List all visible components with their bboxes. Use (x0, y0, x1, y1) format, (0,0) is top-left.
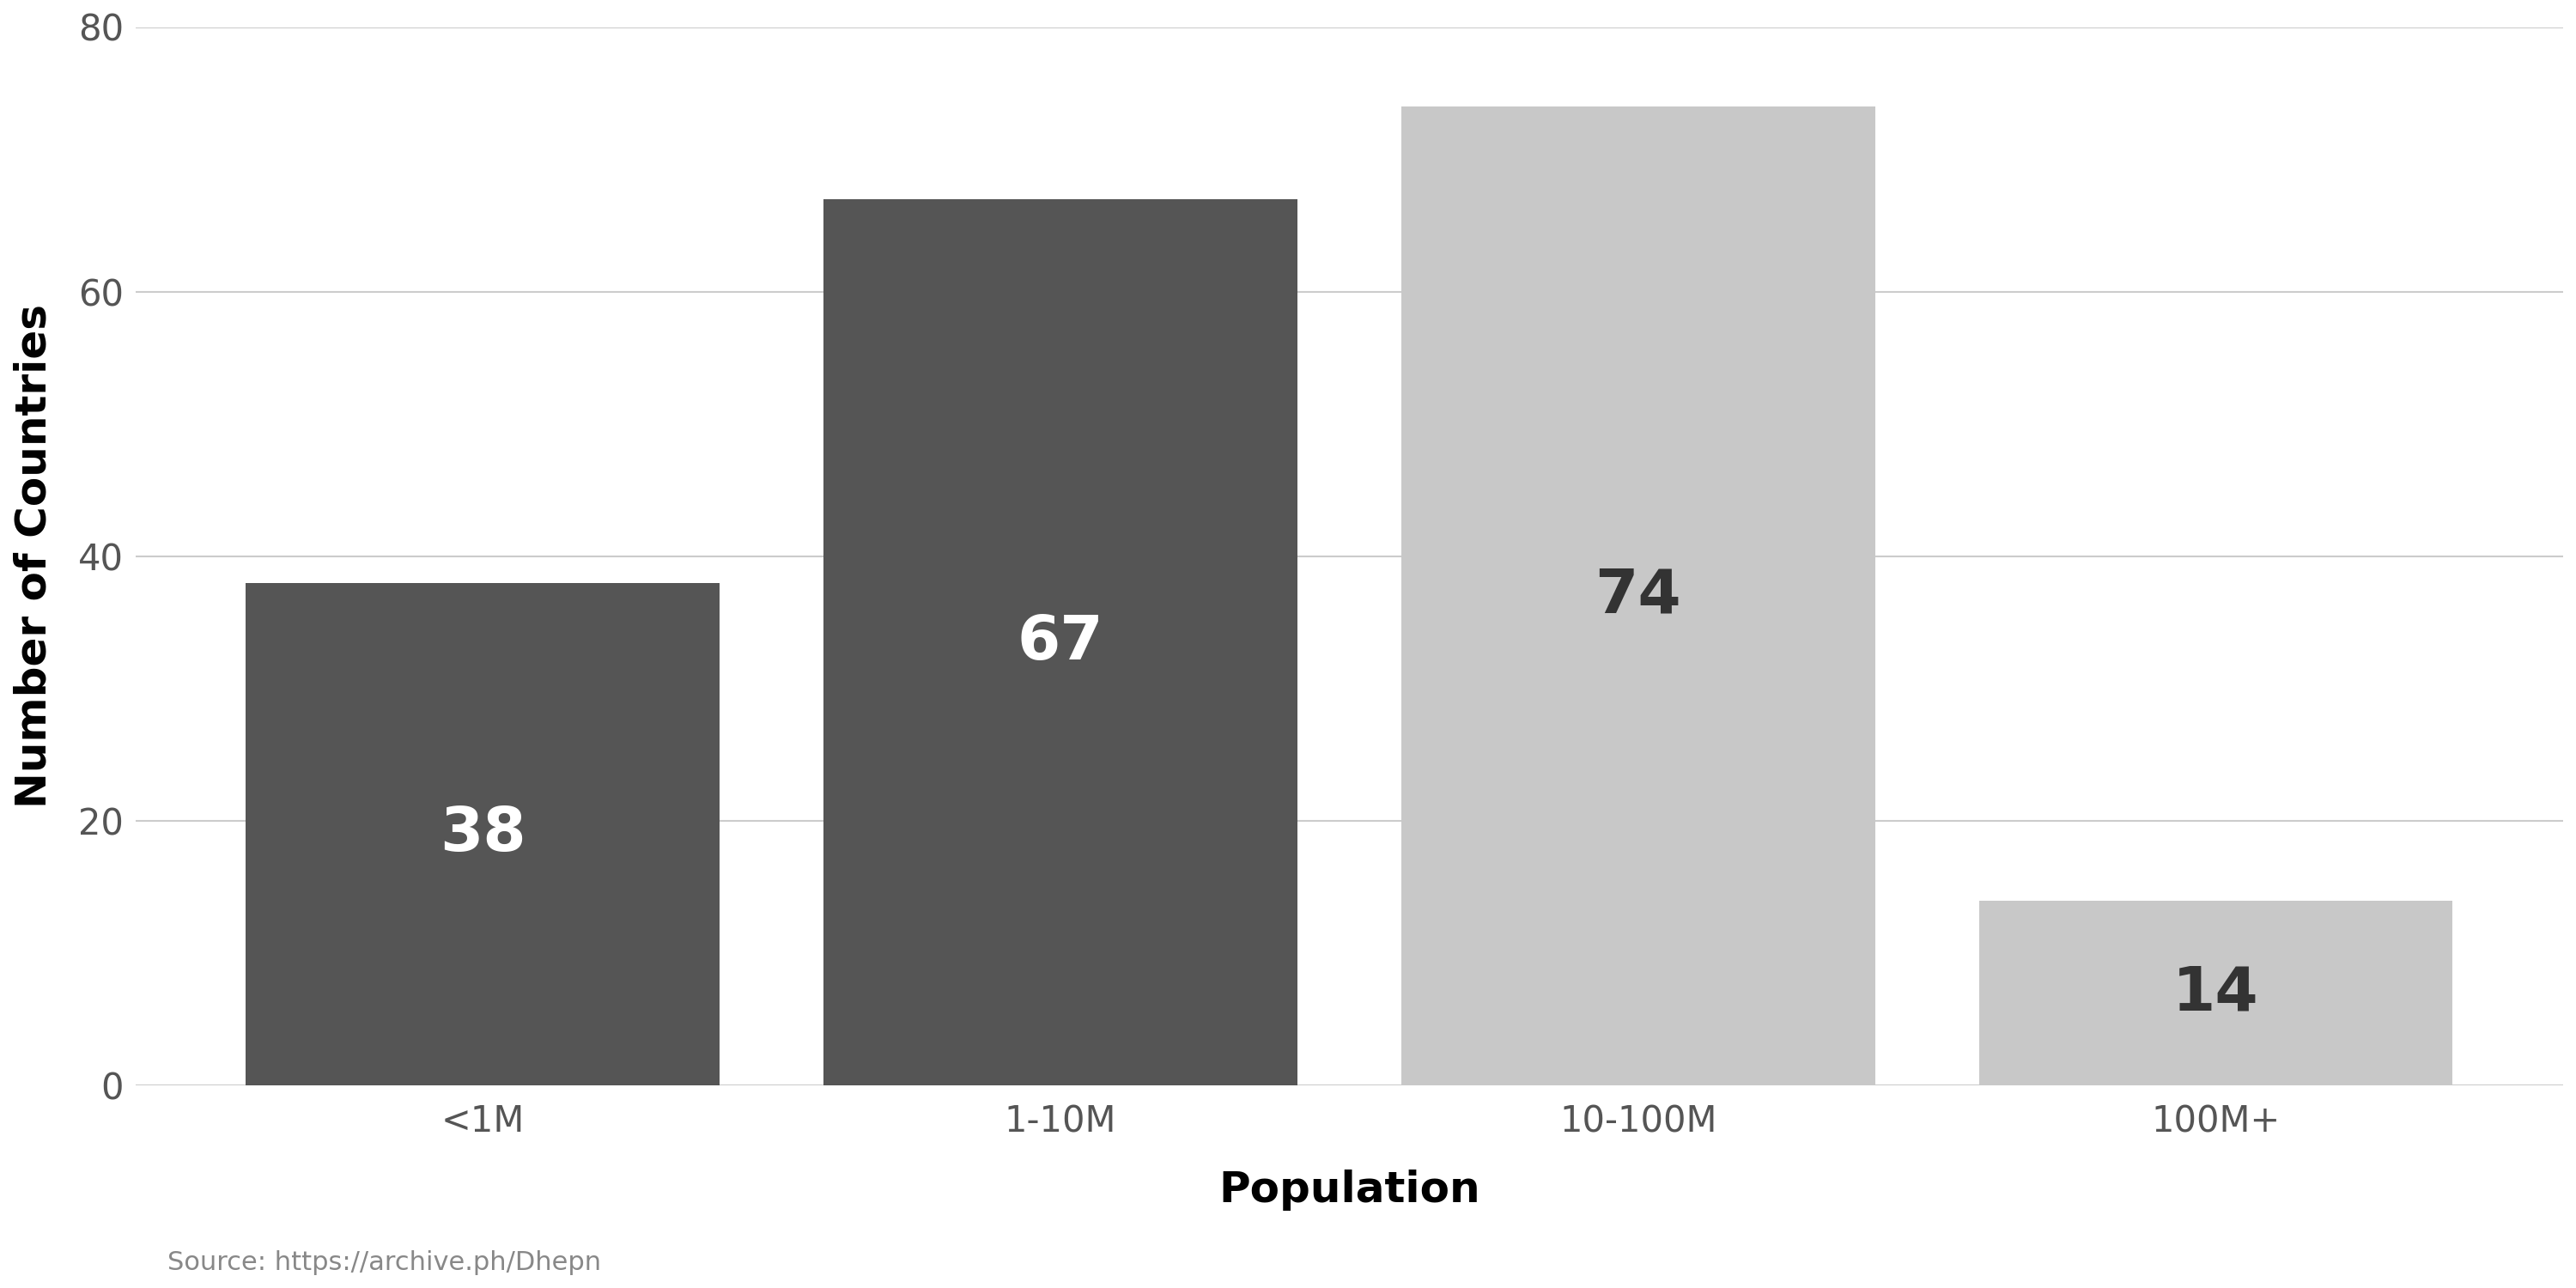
Text: 14: 14 (2172, 963, 2259, 1023)
Text: 38: 38 (440, 805, 526, 864)
Bar (824, 200, 1298, 1086)
X-axis label: Population: Population (1218, 1170, 1481, 1211)
Bar (1401, 107, 1875, 1086)
Text: 67: 67 (1018, 613, 1103, 672)
Text: Source: https://archive.ph/Dhepn: Source: https://archive.ph/Dhepn (167, 1251, 600, 1275)
Text: 74: 74 (1595, 567, 1682, 626)
Bar (1978, 900, 2452, 1086)
Y-axis label: Number of Countries: Number of Countries (13, 304, 54, 809)
Bar (245, 583, 719, 1086)
